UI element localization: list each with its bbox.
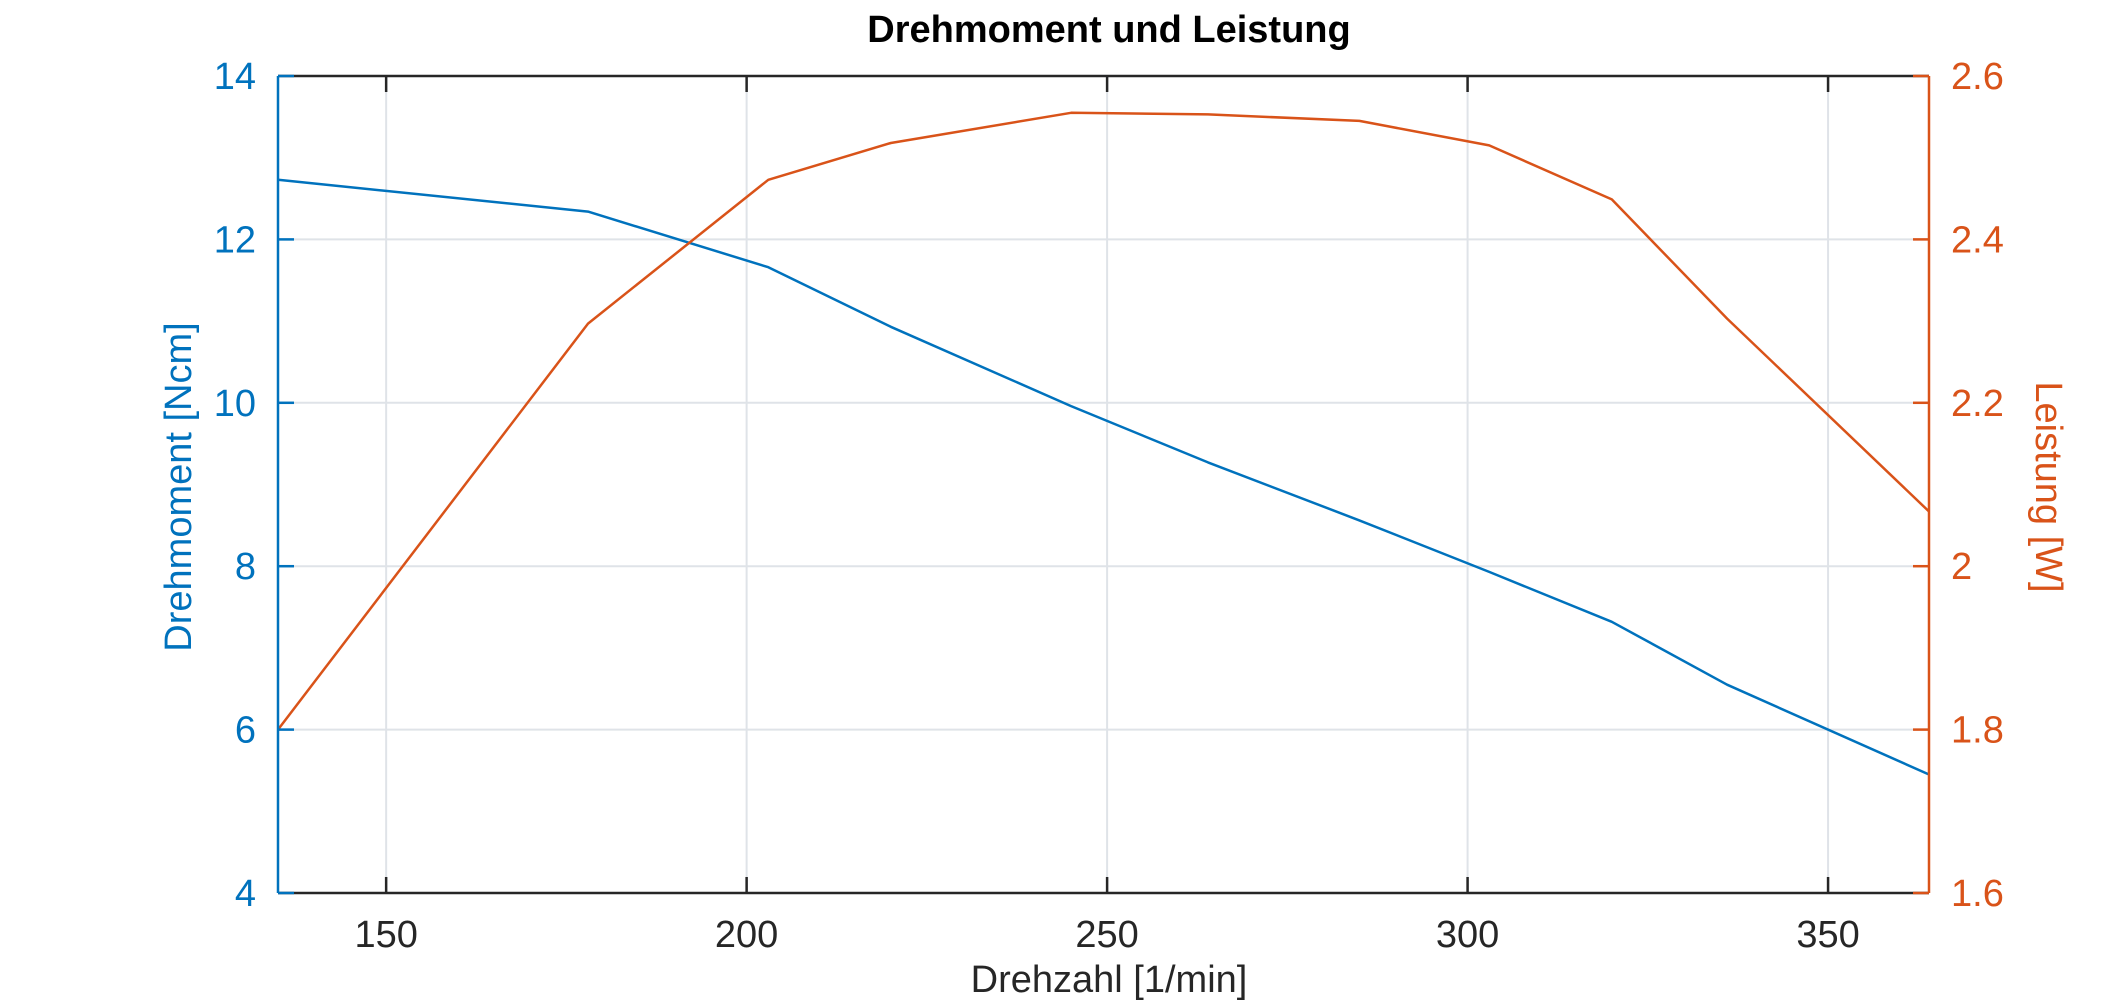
y-left-tick-label: 8 [235,546,256,588]
y-left-tick-label: 4 [235,873,256,915]
x-axis-label: Drehzahl [1/min] [971,959,1248,1001]
y-right-tick-label: 2 [1951,546,1972,588]
y-right-tick-label: 2.4 [1951,219,2004,261]
x-tick-label: 300 [1436,914,1499,956]
y-right-tick-label: 2.2 [1951,383,2004,425]
chart-title: Drehmoment und Leistung [867,9,1350,51]
grid-lines [278,76,1929,893]
y-axis-right-label: Leistung [W] [2027,381,2069,592]
x-tick-label: 350 [1796,914,1859,956]
y-left-tick-label: 14 [214,56,256,98]
y-axis-left-label: Drehmoment [Ncm] [158,322,200,651]
y-left-tick-label: 10 [214,383,256,425]
series-line-leistung [277,111,1930,731]
series-lines [277,111,1930,776]
y-left-tick-label: 12 [214,219,256,261]
axes [276,74,1931,895]
y-left-tick-label: 6 [235,710,256,752]
x-tick-label: 250 [1075,914,1138,956]
x-tick-label: 150 [354,914,417,956]
tick-labels: 150 200 250 300 350 4 6 8 10 12 14 1.6 1.8 2 2.2 2.4 2.6 [214,56,2004,956]
series-line-drehmoment [277,178,1930,776]
x-tick-label: 200 [715,914,778,956]
y-right-tick-label: 1.6 [1951,873,2004,915]
y-right-tick-label: 1.8 [1951,710,2004,752]
y-right-tick-label: 2.6 [1951,56,2004,98]
